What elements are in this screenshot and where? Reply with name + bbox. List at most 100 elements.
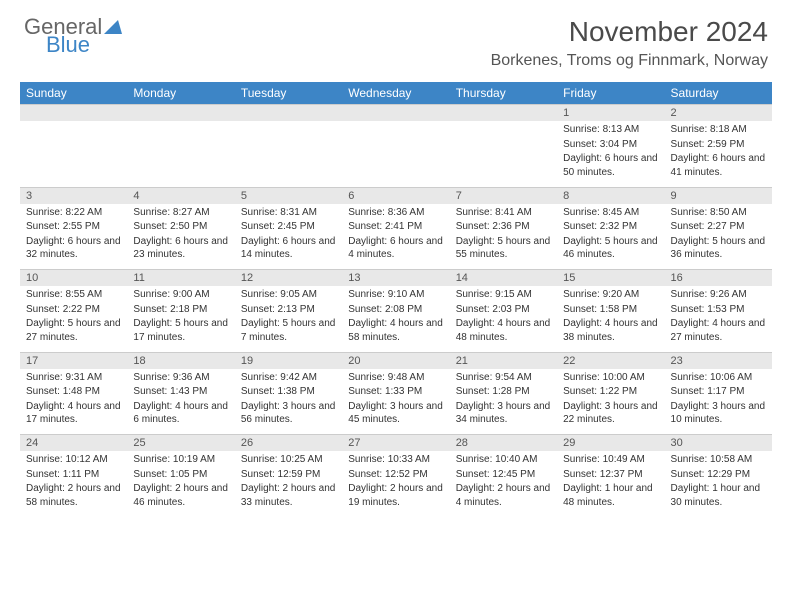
- col-saturday: Saturday: [665, 82, 772, 105]
- logo-triangle-icon: [104, 20, 122, 34]
- sunrise-text: Sunrise: 8:18 AM: [671, 123, 766, 137]
- sunrise-text: Sunrise: 10:40 AM: [456, 453, 551, 467]
- col-thursday: Thursday: [450, 82, 557, 105]
- daylight-text: Daylight: 2 hours and 4 minutes.: [456, 482, 551, 509]
- day-number: 30: [665, 435, 772, 452]
- day-detail: Sunrise: 8:45 AMSunset: 2:32 PMDaylight:…: [557, 204, 664, 270]
- daylight-text: Daylight: 4 hours and 48 minutes.: [456, 317, 551, 344]
- day-number: [450, 105, 557, 122]
- sunrise-text: Sunrise: 10:06 AM: [671, 371, 766, 385]
- day-detail: Sunrise: 8:31 AMSunset: 2:45 PMDaylight:…: [235, 204, 342, 270]
- daylight-text: Daylight: 5 hours and 46 minutes.: [563, 235, 658, 262]
- week-detail-row: Sunrise: 8:13 AMSunset: 3:04 PMDaylight:…: [20, 121, 772, 187]
- sunset-text: Sunset: 1:43 PM: [133, 385, 228, 399]
- sunrise-text: Sunrise: 9:31 AM: [26, 371, 121, 385]
- sunrise-text: Sunrise: 8:31 AM: [241, 206, 336, 220]
- day-detail: [235, 121, 342, 187]
- sunrise-text: Sunrise: 9:36 AM: [133, 371, 228, 385]
- week-number-row: 24252627282930: [20, 435, 772, 452]
- day-detail: Sunrise: 10:25 AMSunset: 12:59 PMDayligh…: [235, 451, 342, 517]
- daylight-text: Daylight: 3 hours and 56 minutes.: [241, 400, 336, 427]
- day-detail: Sunrise: 9:48 AMSunset: 1:33 PMDaylight:…: [342, 369, 449, 435]
- sunset-text: Sunset: 2:13 PM: [241, 303, 336, 317]
- daylight-text: Daylight: 5 hours and 17 minutes.: [133, 317, 228, 344]
- sunrise-text: Sunrise: 9:20 AM: [563, 288, 658, 302]
- title-block: November 2024 Borkenes, Troms og Finnmar…: [491, 16, 768, 70]
- col-sunday: Sunday: [20, 82, 127, 105]
- sunset-text: Sunset: 2:41 PM: [348, 220, 443, 234]
- daylight-text: Daylight: 4 hours and 27 minutes.: [671, 317, 766, 344]
- day-detail: Sunrise: 10:58 AMSunset: 12:29 PMDayligh…: [665, 451, 772, 517]
- sunset-text: Sunset: 2:27 PM: [671, 220, 766, 234]
- day-number: 3: [20, 187, 127, 204]
- col-tuesday: Tuesday: [235, 82, 342, 105]
- sunrise-text: Sunrise: 9:05 AM: [241, 288, 336, 302]
- day-detail: Sunrise: 10:19 AMSunset: 1:05 PMDaylight…: [127, 451, 234, 517]
- day-number: 14: [450, 270, 557, 287]
- week-number-row: 12: [20, 105, 772, 122]
- day-number: 12: [235, 270, 342, 287]
- sunset-text: Sunset: 1:58 PM: [563, 303, 658, 317]
- sunset-text: Sunset: 12:29 PM: [671, 468, 766, 482]
- sunrise-text: Sunrise: 9:15 AM: [456, 288, 551, 302]
- daylight-text: Daylight: 3 hours and 10 minutes.: [671, 400, 766, 427]
- col-wednesday: Wednesday: [342, 82, 449, 105]
- daylight-text: Daylight: 6 hours and 32 minutes.: [26, 235, 121, 262]
- day-detail: Sunrise: 9:31 AMSunset: 1:48 PMDaylight:…: [20, 369, 127, 435]
- sunset-text: Sunset: 2:22 PM: [26, 303, 121, 317]
- day-detail: Sunrise: 8:22 AMSunset: 2:55 PMDaylight:…: [20, 204, 127, 270]
- sunrise-text: Sunrise: 8:45 AM: [563, 206, 658, 220]
- sunrise-text: Sunrise: 10:19 AM: [133, 453, 228, 467]
- day-detail: Sunrise: 10:40 AMSunset: 12:45 PMDayligh…: [450, 451, 557, 517]
- brand-logo: General Blue: [24, 16, 122, 56]
- sunset-text: Sunset: 1:38 PM: [241, 385, 336, 399]
- week-number-row: 3456789: [20, 187, 772, 204]
- day-detail: Sunrise: 10:00 AMSunset: 1:22 PMDaylight…: [557, 369, 664, 435]
- day-number: 8: [557, 187, 664, 204]
- daylight-text: Daylight: 6 hours and 50 minutes.: [563, 152, 658, 179]
- day-detail: Sunrise: 8:36 AMSunset: 2:41 PMDaylight:…: [342, 204, 449, 270]
- sunset-text: Sunset: 1:11 PM: [26, 468, 121, 482]
- day-number: 7: [450, 187, 557, 204]
- day-detail: Sunrise: 9:20 AMSunset: 1:58 PMDaylight:…: [557, 286, 664, 352]
- day-detail: Sunrise: 10:12 AMSunset: 1:11 PMDaylight…: [20, 451, 127, 517]
- day-number: [342, 105, 449, 122]
- week-detail-row: Sunrise: 10:12 AMSunset: 1:11 PM Daylight…: [20, 451, 772, 517]
- day-detail: Sunrise: 9:10 AMSunset: 2:08 PMDaylight:…: [342, 286, 449, 352]
- sunset-text: Sunset: 1:05 PM: [133, 468, 228, 482]
- sunset-text: Sunset: 12:45 PM: [456, 468, 551, 482]
- day-number: 26: [235, 435, 342, 452]
- col-monday: Monday: [127, 82, 234, 105]
- sunset-text: Sunset: 2:32 PM: [563, 220, 658, 234]
- day-number: 18: [127, 352, 234, 369]
- daylight-text: Daylight: 2 hours and 46 minutes.: [133, 482, 228, 509]
- header: General Blue November 2024 Borkenes, Tro…: [0, 0, 792, 76]
- sunrise-text: Sunrise: 10:12 AM: [26, 453, 121, 467]
- day-detail: Sunrise: 8:41 AMSunset: 2:36 PMDaylight:…: [450, 204, 557, 270]
- daylight-text: Daylight: 1 hour and 48 minutes.: [563, 482, 658, 509]
- daylight-text: Daylight: 6 hours and 41 minutes.: [671, 152, 766, 179]
- sunset-text: Sunset: 1:22 PM: [563, 385, 658, 399]
- sunrise-text: Sunrise: 8:55 AM: [26, 288, 121, 302]
- brand-line2: Blue: [46, 34, 122, 56]
- day-detail: Sunrise: 9:05 AMSunset: 2:13 PMDaylight:…: [235, 286, 342, 352]
- daylight-text: Daylight: 5 hours and 7 minutes.: [241, 317, 336, 344]
- day-detail: [127, 121, 234, 187]
- day-detail: Sunrise: 10:33 AMSunset: 12:52 PMDayligh…: [342, 451, 449, 517]
- week-detail-row: Sunrise: 8:22 AMSunset: 2:55 PMDaylight:…: [20, 204, 772, 270]
- day-detail: Sunrise: 9:26 AMSunset: 1:53 PMDaylight:…: [665, 286, 772, 352]
- sunset-text: Sunset: 3:04 PM: [563, 138, 658, 152]
- day-number: [20, 105, 127, 122]
- sunrise-text: Sunrise: 9:42 AM: [241, 371, 336, 385]
- week-number-row: 10111213141516: [20, 270, 772, 287]
- day-detail: Sunrise: 8:55 AMSunset: 2:22 PMDaylight:…: [20, 286, 127, 352]
- day-number: 27: [342, 435, 449, 452]
- day-detail: Sunrise: 10:49 AMSunset: 12:37 PMDayligh…: [557, 451, 664, 517]
- sunrise-text: Sunrise: 10:58 AM: [671, 453, 766, 467]
- daylight-text: Daylight: 4 hours and 38 minutes.: [563, 317, 658, 344]
- sunrise-text: Sunrise: 8:50 AM: [671, 206, 766, 220]
- daylight-text: Daylight: 6 hours and 4 minutes.: [348, 235, 443, 262]
- day-number: 6: [342, 187, 449, 204]
- calendar-table: Sunday Monday Tuesday Wednesday Thursday…: [20, 82, 772, 517]
- day-detail: Sunrise: 8:27 AMSunset: 2:50 PMDaylight:…: [127, 204, 234, 270]
